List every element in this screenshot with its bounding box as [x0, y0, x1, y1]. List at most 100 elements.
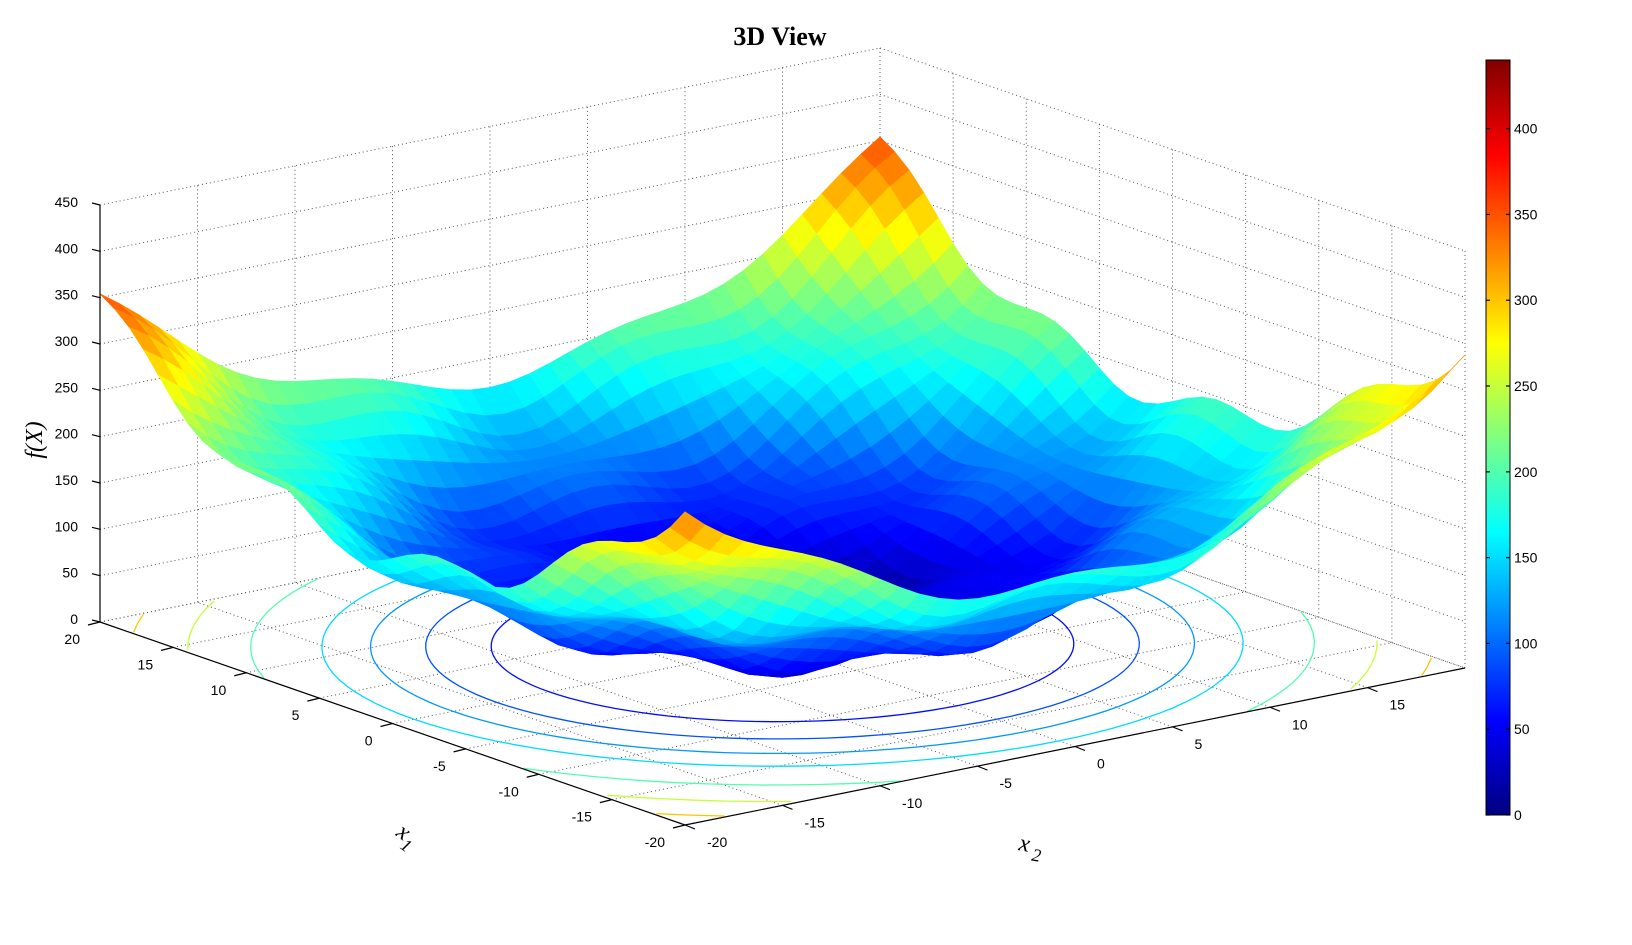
gridline-floor: [538, 616, 1319, 775]
z-tick-label: 350: [55, 287, 79, 303]
x2-tick-label: -20: [707, 834, 727, 850]
x1-tick: [380, 722, 393, 728]
z-tick: [91, 341, 101, 345]
colorbar-tick-label: 50: [1514, 721, 1530, 737]
x2-tick-label: 5: [1195, 736, 1203, 752]
colorbar: 0 50 100 150 200 250 300 350 400: [1485, 59, 1538, 823]
surface-patch: [669, 511, 706, 542]
x1-tick: [526, 773, 539, 778]
z-tick: [91, 526, 101, 530]
gridline-z: [99, 140, 881, 299]
gridline-floor: [611, 642, 1392, 801]
colorbar-tick-label: 300: [1514, 292, 1538, 308]
x2-label-subscript: 2: [1030, 845, 1042, 866]
gridline-z: [99, 93, 881, 252]
x1-tick-label: -20: [645, 834, 665, 850]
x2-tick: [782, 804, 793, 810]
colorbar-tick-label: 0: [1514, 807, 1522, 823]
gridline-z: [879, 47, 1466, 252]
colorbar-tick-label: 200: [1514, 464, 1538, 480]
gridline-floor: [99, 464, 881, 623]
z-tick-label: 150: [55, 472, 79, 488]
x2-tick: [977, 765, 988, 771]
x1-tick-label: -15: [572, 809, 592, 825]
surface: [99, 136, 1466, 678]
gridline-z: [879, 464, 1466, 669]
z-tick: [91, 619, 101, 623]
z-tick: [91, 480, 101, 484]
gridline-z: [879, 93, 1466, 298]
gridline-floor: [294, 582, 881, 787]
z-tick-label: 400: [55, 240, 79, 256]
x2-tick-label: 0: [1097, 756, 1105, 772]
gridline-z: [99, 371, 881, 530]
gridline-z: [879, 418, 1466, 623]
colorbar-scale: [1485, 59, 1511, 816]
gridline-z: [99, 186, 881, 345]
colorbar-tick-label: 150: [1514, 550, 1538, 566]
z-tick: [91, 387, 101, 391]
surface-patch: [99, 293, 135, 318]
x1-tick-label: 10: [211, 682, 227, 698]
x2-tick: [1074, 745, 1086, 752]
x1-tick-label: 15: [138, 656, 154, 672]
x2-tick-label: -15: [805, 814, 825, 830]
gridline-z: [879, 140, 1466, 345]
x1-tick: [307, 697, 320, 702]
gridline-floor: [465, 591, 1246, 750]
x2-tick-label: 15: [1390, 697, 1406, 713]
x1-tick-label: 0: [365, 733, 373, 749]
gridline-z: [879, 279, 1466, 484]
x2-tick: [1269, 706, 1281, 712]
gridline-z: [879, 186, 1466, 391]
x1-tick: [160, 646, 174, 651]
z-tick: [91, 434, 101, 438]
x1-tick-label: -10: [499, 783, 519, 799]
x2-tick: [1367, 687, 1378, 693]
z-tick: [91, 573, 101, 577]
x2-label-text: x: [1016, 830, 1032, 858]
colorbar-tick-label: 350: [1514, 206, 1538, 222]
gridline-floor: [319, 540, 1100, 699]
gridline-floor: [197, 601, 783, 806]
z-tick-label: 300: [55, 333, 79, 349]
x1-tick-label: -5: [433, 758, 446, 774]
x1-tick: [672, 824, 686, 829]
x2-axis-label: x2: [1015, 830, 1045, 866]
svg-text:x1: x1: [387, 818, 422, 856]
colorbar-tick-label: 250: [1514, 378, 1538, 394]
x2-tick-label: -10: [902, 795, 922, 811]
x1-axis-label: x1: [387, 818, 422, 856]
gridline-z: [879, 371, 1466, 576]
x1-tick-label: 20: [64, 631, 80, 647]
x1-tick: [453, 748, 466, 753]
z-tick: [91, 202, 101, 206]
x2-tick-label: 10: [1292, 716, 1308, 732]
svg-text:x2: x2: [1015, 830, 1045, 866]
gridline-floor: [392, 566, 1173, 724]
z-tick-label: 0: [70, 611, 78, 627]
gridline-floor: [246, 515, 1027, 674]
x2-tick: [684, 824, 696, 830]
z-tick: [91, 248, 101, 252]
axes: -20-15-10-505101520-20-15-10-50510150501…: [55, 194, 1466, 850]
z-axis-label: f(X): [22, 421, 48, 458]
x2-tick: [1172, 726, 1183, 732]
gridline-z: [879, 325, 1466, 530]
colorbar-tick-label: 400: [1514, 121, 1538, 137]
gridline-z: [99, 418, 881, 577]
z-tick: [91, 295, 101, 299]
z-tick-label: 50: [62, 565, 78, 581]
z-tick-label: 200: [55, 426, 79, 442]
z-tick-label: 450: [55, 194, 79, 210]
x1-tick: [599, 799, 613, 804]
x2-tick-label: -5: [1000, 775, 1013, 791]
gridline-floor: [173, 489, 954, 648]
x1-tick: [87, 621, 101, 626]
chart-title: 3D View: [733, 22, 826, 51]
colorbar-tick-label: 100: [1514, 635, 1538, 651]
x2-tick: [879, 785, 891, 791]
z-tick-label: 100: [55, 518, 79, 534]
x1-tick: [234, 672, 247, 677]
